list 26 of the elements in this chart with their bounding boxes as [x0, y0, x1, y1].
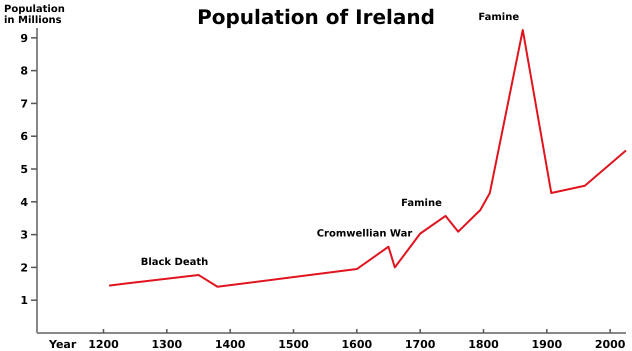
annotation: Famine	[401, 198, 442, 209]
x-tick-label: 1800	[468, 338, 500, 351]
y-tick-label: 8	[20, 64, 28, 78]
y-tick-label: 7	[20, 97, 28, 110]
y-tick-label: 3	[20, 228, 28, 242]
x-tick-label: 1900	[532, 338, 562, 351]
x-tick-label: 1600	[342, 338, 372, 351]
y-tick-label: 2	[20, 261, 28, 274]
x-tick-label: 1500	[278, 338, 310, 351]
y-tick-label: 1	[20, 294, 28, 308]
x-tick-label: 2000	[594, 338, 626, 351]
y-tick-label: 9	[20, 32, 28, 45]
line-series	[108, 28, 626, 288]
x-axis-title: Year	[48, 338, 77, 351]
y-tick-label: 4	[20, 196, 28, 209]
x-tick-label: 1400	[214, 338, 246, 351]
y-tick-label: 6	[20, 130, 28, 144]
x-tick-label: 1300	[152, 338, 182, 351]
x-tick-label: 1700	[404, 338, 436, 351]
annotation: Famine	[478, 12, 520, 23]
annotation: Black Death	[140, 256, 208, 268]
y-tick-label: 5	[20, 163, 28, 176]
x-tick-label: 1200	[88, 338, 120, 351]
annotation: Cromwellian War	[316, 228, 412, 240]
y-axis-title: Population in Millions	[4, 4, 65, 26]
chart-title: Population of Ireland	[197, 5, 435, 29]
